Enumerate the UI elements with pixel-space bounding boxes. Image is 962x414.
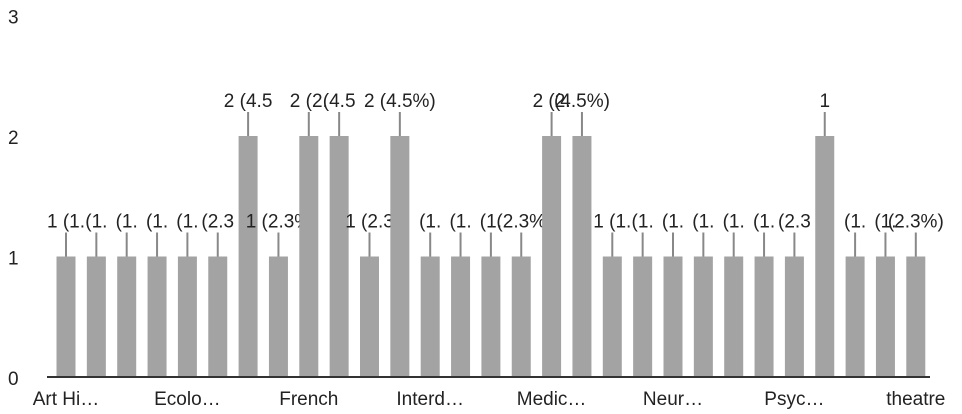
- data-label: (1.: [692, 212, 714, 233]
- y-tick-label: 0: [8, 369, 19, 390]
- bar: [875, 256, 895, 377]
- bar: [511, 256, 531, 377]
- bar: [663, 256, 683, 377]
- x-tick-label: French: [279, 389, 338, 410]
- bar: [390, 136, 410, 377]
- data-label: 1: [819, 91, 830, 112]
- data-label: 1 (2.3: [345, 212, 394, 233]
- bar: [451, 256, 471, 377]
- data-label: (2.3: [201, 212, 234, 233]
- bar: [815, 136, 835, 377]
- data-label: (1.: [662, 212, 684, 233]
- bar: [906, 256, 926, 377]
- data-label: (1.: [449, 212, 471, 233]
- bar: [845, 256, 865, 377]
- bar: [602, 256, 622, 377]
- bar: [329, 136, 349, 377]
- x-tick-label: Interd…: [396, 389, 464, 410]
- data-label: (1.: [419, 212, 441, 233]
- data-label: 2 (4.5%): [364, 91, 436, 112]
- x-tick-label: Medic…: [517, 389, 587, 410]
- bar: [481, 256, 501, 377]
- y-tick-label: 2: [8, 128, 19, 149]
- x-tick-label: Neur…: [643, 389, 703, 410]
- data-label: (1.: [844, 212, 866, 233]
- data-label: (1.: [176, 212, 198, 233]
- y-tick-label: 1: [8, 249, 19, 270]
- data-label: (1.: [146, 212, 168, 233]
- bar: [572, 136, 592, 377]
- x-tick-label: Psyc…: [764, 389, 824, 410]
- bar: [542, 136, 562, 377]
- data-label: (2.3%): [888, 212, 944, 233]
- bar: [238, 136, 258, 377]
- bar: [208, 256, 228, 377]
- data-label: (1.: [874, 212, 896, 233]
- bar: [117, 256, 137, 377]
- data-label: (1.: [632, 212, 654, 233]
- bar: [633, 256, 653, 377]
- data-label: (2.3%: [496, 212, 546, 233]
- bar: [268, 256, 288, 377]
- bar: [299, 136, 319, 377]
- bar: [420, 256, 440, 377]
- data-label: (2.3: [778, 212, 811, 233]
- bar: [784, 256, 804, 377]
- x-tick-label: Ecolo…: [154, 389, 221, 410]
- x-tick-label: theatre: [886, 389, 945, 410]
- bar: [86, 256, 106, 377]
- data-label: (4.5%): [554, 91, 610, 112]
- bar: [360, 256, 379, 377]
- data-label: (1.: [116, 212, 138, 233]
- y-tick-label: 3: [8, 8, 19, 29]
- bar: [693, 256, 713, 377]
- bar: [177, 256, 197, 377]
- data-label: (1.: [723, 212, 745, 233]
- data-label: (1.: [480, 212, 502, 233]
- data-label: (1.: [753, 212, 775, 233]
- data-label: 2 (4.5: [224, 91, 273, 112]
- data-label: 1 (2.3%: [246, 212, 312, 233]
- bar: [724, 256, 744, 377]
- data-label: 1 (1.: [593, 212, 631, 233]
- bar: [56, 256, 76, 377]
- data-label: 1 (1.: [47, 212, 85, 233]
- data-label: (1.: [85, 212, 107, 233]
- data-label: (4.5: [323, 91, 356, 112]
- data-label: 2 (2.: [533, 91, 571, 112]
- bar: [147, 256, 167, 377]
- bar: [754, 256, 774, 377]
- x-tick-label: Art Hi…: [33, 389, 100, 410]
- data-label: 2 (2.: [290, 91, 328, 112]
